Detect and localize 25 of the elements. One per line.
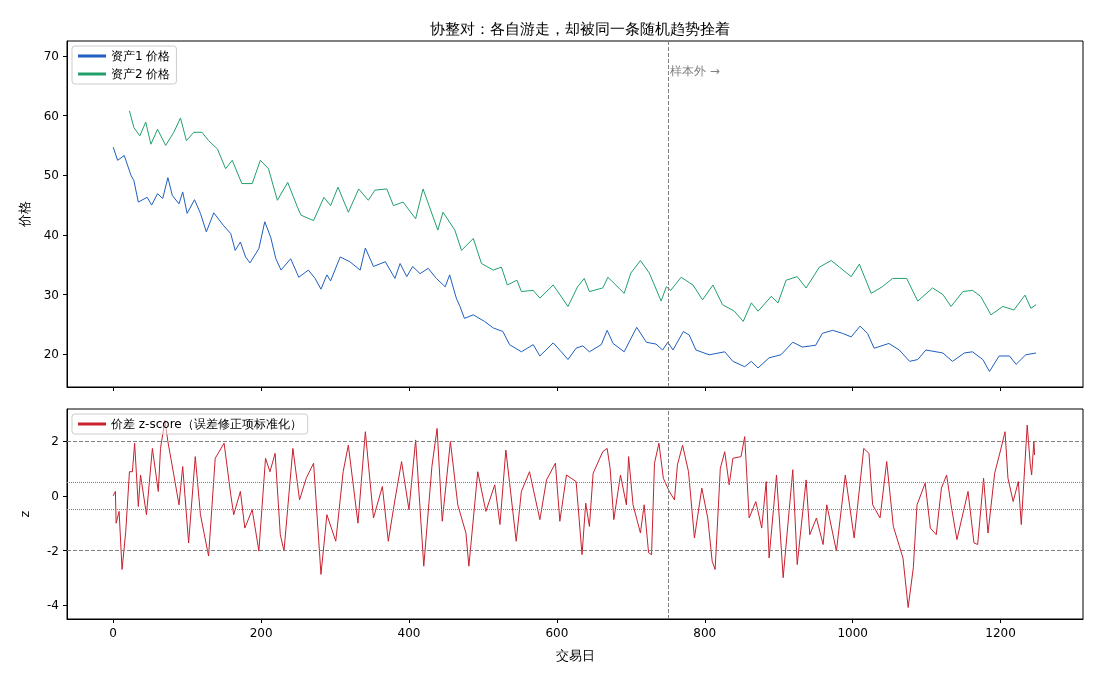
y-tick-label: 2 bbox=[51, 434, 59, 449]
y-tick-label: 30 bbox=[43, 287, 59, 302]
chart-title: 协整对：各自游走，却被同一条随机趋势拴着 bbox=[430, 19, 730, 38]
y-axis-title: 价格 bbox=[17, 201, 32, 228]
y-tick-label: 20 bbox=[43, 347, 59, 362]
x-tick-label: 200 bbox=[249, 626, 273, 640]
y-tick-label: 40 bbox=[43, 227, 59, 242]
y-tick-label: -2 bbox=[47, 543, 59, 558]
annotation: 样本外 → bbox=[670, 63, 720, 78]
x-tick-label: 800 bbox=[693, 626, 717, 640]
y-tick-label: 0 bbox=[51, 488, 59, 503]
x-tick-label: 1000 bbox=[837, 626, 868, 640]
legend-label: 资产1 价格 bbox=[111, 49, 171, 63]
y-axis-title: z bbox=[17, 510, 32, 518]
y-tick-label: 70 bbox=[43, 48, 59, 63]
x-tick-label: 400 bbox=[397, 626, 421, 640]
y-tick-label: 50 bbox=[43, 168, 59, 183]
x-axis-title: 交易日 bbox=[555, 648, 595, 663]
y-tick-label: -4 bbox=[47, 598, 59, 613]
legend-label: 价差 z-score（误差修正项标准化） bbox=[110, 417, 302, 431]
x-tick-label: 1200 bbox=[985, 626, 1016, 640]
x-tick-label: 600 bbox=[545, 626, 569, 640]
x-tick-label: 0 bbox=[109, 626, 117, 640]
legend-label: 资产2 价格 bbox=[111, 67, 171, 81]
y-tick-label: 60 bbox=[43, 108, 59, 123]
